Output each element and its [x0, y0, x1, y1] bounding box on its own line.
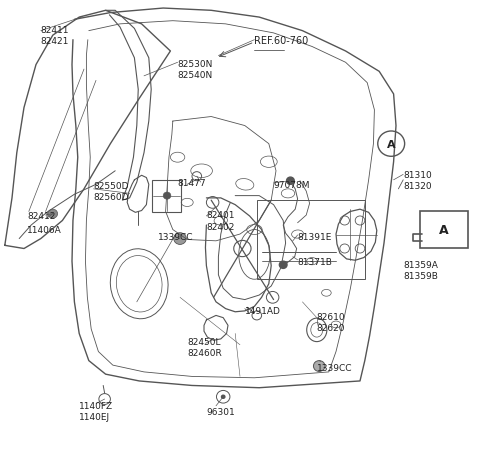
Text: 11406A: 11406A — [27, 226, 62, 235]
Text: 1140FZ
1140EJ: 1140FZ 1140EJ — [79, 401, 113, 421]
Text: 82450L
82460R: 82450L 82460R — [187, 337, 222, 357]
Text: 82412: 82412 — [27, 212, 56, 221]
Circle shape — [287, 178, 294, 185]
Text: A: A — [387, 139, 396, 149]
Circle shape — [313, 361, 325, 372]
Text: 97078M: 97078M — [274, 180, 310, 189]
Text: 82550D
82560D: 82550D 82560D — [94, 182, 129, 202]
Text: REF.60-760: REF.60-760 — [254, 36, 309, 46]
Text: A: A — [439, 223, 449, 236]
Circle shape — [221, 395, 226, 399]
Text: 1339CC: 1339CC — [158, 232, 194, 241]
Circle shape — [163, 193, 171, 200]
Text: 81310
81320: 81310 81320 — [403, 170, 432, 190]
Text: 82401
82402: 82401 82402 — [206, 211, 235, 231]
Text: 1491AD: 1491AD — [245, 307, 281, 316]
Text: 1339CC: 1339CC — [317, 363, 352, 372]
Circle shape — [174, 233, 186, 245]
Text: 81477: 81477 — [178, 178, 206, 187]
Text: 82411
82421: 82411 82421 — [41, 26, 69, 46]
Circle shape — [48, 210, 58, 219]
Text: 96301: 96301 — [206, 407, 235, 416]
Text: 82530N
82540N: 82530N 82540N — [178, 60, 213, 80]
Text: 81391E: 81391E — [298, 232, 332, 241]
Text: 81371B: 81371B — [298, 257, 333, 266]
Text: 81359A
81359B: 81359A 81359B — [403, 261, 438, 281]
Text: 82610
82620: 82610 82620 — [317, 313, 346, 332]
Circle shape — [279, 262, 287, 269]
